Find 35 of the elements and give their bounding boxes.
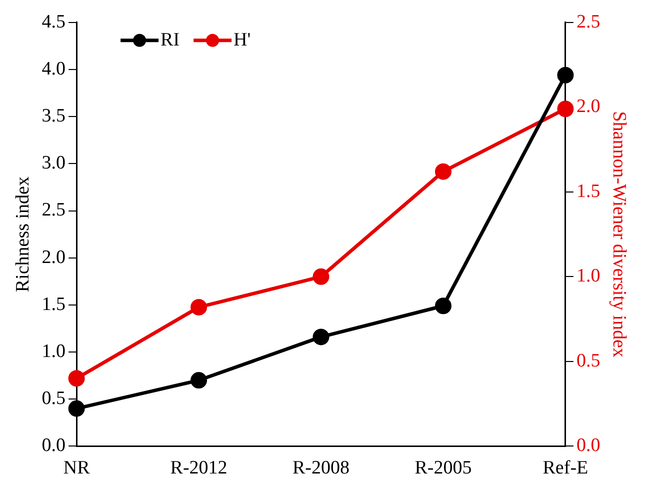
- y-tick-label: 4.0: [42, 58, 66, 80]
- point: [68, 370, 85, 387]
- y2-tick-label: 1.0: [576, 266, 600, 287]
- legend-label: RI: [160, 29, 180, 50]
- y-tick-label: 4.5: [42, 11, 66, 32]
- y-axis-title: Richness index: [12, 176, 34, 292]
- y2-tick-label: 0.0: [576, 435, 600, 456]
- y2-tick-label: 1.5: [576, 180, 600, 202]
- y-tick-label: 1.5: [42, 294, 66, 315]
- y-tick-label: 0.5: [42, 388, 66, 410]
- point: [68, 400, 85, 417]
- point: [312, 328, 330, 346]
- point: [312, 268, 330, 285]
- y-tick-label: 0.0: [42, 435, 66, 456]
- x-tick-label: R-2005: [414, 458, 472, 479]
- point: [434, 163, 452, 180]
- y2-axis-title: Shannon-Wiener diversity index: [608, 111, 630, 358]
- y2-tick-label: 2.5: [576, 11, 600, 32]
- point: [190, 298, 208, 316]
- x-tick-label: R-2012: [170, 458, 228, 479]
- y2-tick-label: 0.5: [576, 350, 600, 372]
- point: [557, 100, 574, 118]
- point: [557, 66, 574, 84]
- y-tick-label: 3.0: [42, 152, 66, 174]
- y-tick-label: 2.5: [42, 200, 66, 221]
- y2-tick-label: 2.0: [576, 96, 600, 118]
- y-tick-label: 3.5: [42, 106, 66, 127]
- x-tick-label: NR: [63, 458, 90, 479]
- point: [190, 372, 208, 389]
- x-tick-label: R-2008: [292, 458, 350, 479]
- y-tick-label: 2.0: [42, 246, 66, 268]
- x-tick-label: Ref-E: [542, 458, 588, 479]
- legend-label: H': [234, 29, 251, 50]
- point: [434, 298, 452, 314]
- y-tick-label: 1.0: [42, 341, 66, 362]
